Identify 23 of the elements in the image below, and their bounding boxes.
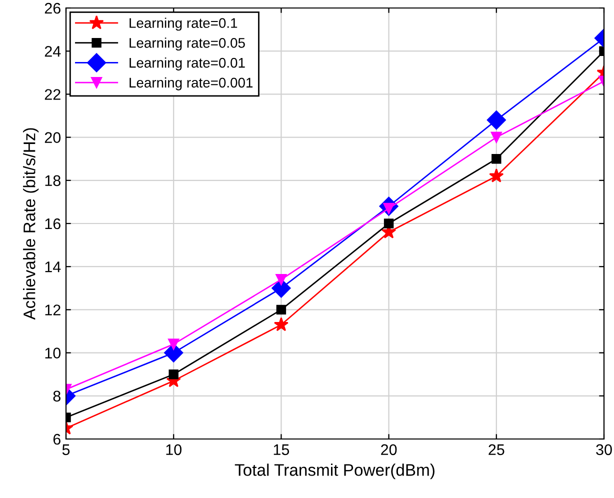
y-tick-label: 8: [53, 390, 60, 402]
y-tick-label: 14: [45, 262, 61, 272]
x-axis-title: Total Transmit Power(dBm): [234, 464, 434, 480]
x-tick-label: 5: [62, 444, 70, 456]
y-axis-title: Achievable Rate (bit/s/Hz): [23, 128, 39, 320]
y-tick-label: 22: [44, 89, 60, 100]
y-tick-label: 18: [45, 175, 60, 186]
legend-label: Learning rate=0.001: [130, 77, 253, 90]
y-tick-label: 16: [45, 218, 60, 230]
x-tick-label: 30: [596, 444, 612, 456]
legend-label: Learning rate=0.05: [130, 38, 245, 51]
y-tick-label: 26: [44, 2, 60, 14]
x-tick-label: 15: [274, 444, 290, 456]
y-tick-label: 12: [45, 304, 60, 316]
x-tick-label: 20: [381, 444, 397, 456]
legend-label: Learning rate=0.1: [130, 18, 238, 31]
y-tick-label: 20: [44, 132, 61, 143]
y-tick-label: 10: [45, 348, 61, 358]
legend-label: Learning rate=0.01: [130, 58, 245, 70]
x-tick-label: 10: [166, 444, 182, 456]
y-tick-label: 24: [44, 46, 61, 57]
x-tick-label: 25: [488, 444, 504, 456]
y-tick-label: 6: [53, 434, 60, 445]
